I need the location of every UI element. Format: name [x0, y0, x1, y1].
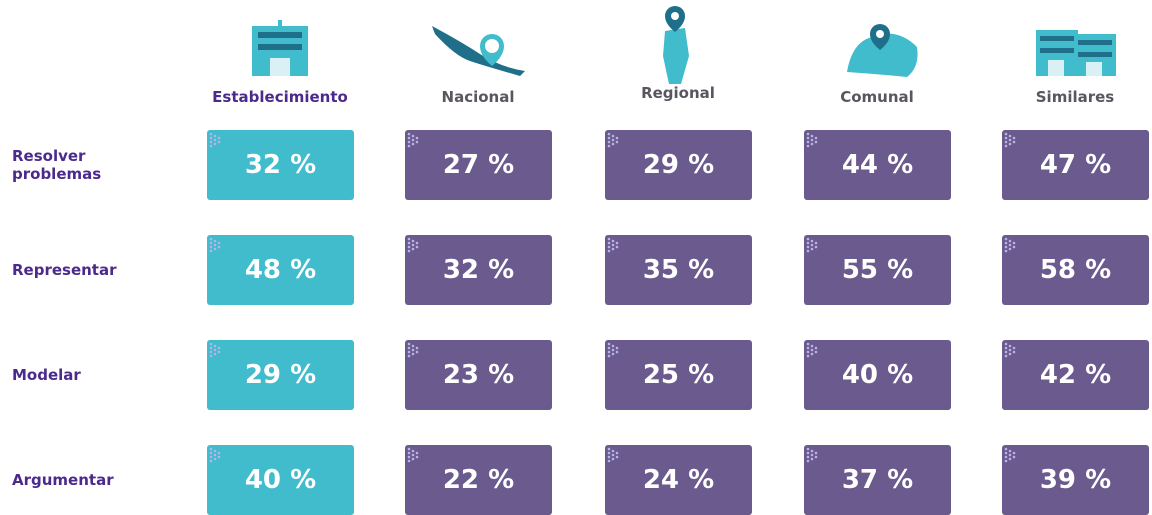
score-box: 48 % — [207, 235, 354, 305]
score-box: 40 % — [804, 340, 951, 410]
score-box: 29 % — [207, 340, 354, 410]
score-box: 27 % — [405, 130, 552, 200]
column-header: Similares — [1035, 88, 1115, 106]
arrow-dots — [1004, 447, 1016, 463]
arrow-dots — [1004, 132, 1016, 148]
score-box: 47 % — [1002, 130, 1149, 200]
arrow-dots — [806, 447, 818, 463]
row-label: Resolver problemas — [12, 147, 102, 183]
arrow-dots — [607, 132, 619, 148]
column-header: Regional — [641, 84, 715, 102]
score-box: 37 % — [804, 445, 951, 515]
score-value: 35 % — [642, 255, 715, 285]
score-box: 39 % — [1002, 445, 1149, 515]
arrow-dots — [209, 132, 221, 148]
score-value: 22 % — [442, 465, 515, 495]
score-value: 25 % — [642, 360, 715, 390]
score-value: 48 % — [244, 255, 317, 285]
score-box: 42 % — [1002, 340, 1149, 410]
score-box: 23 % — [405, 340, 552, 410]
arrow-dots — [806, 342, 818, 358]
score-value: 47 % — [1039, 150, 1112, 180]
similar-buildings-icon — [1036, 30, 1116, 76]
row-label: Representar — [12, 261, 117, 279]
column-header: Comunal — [840, 88, 914, 106]
arrow-dots — [209, 447, 221, 463]
building-icon — [252, 20, 308, 76]
arrow-dots — [407, 342, 419, 358]
arrow-dots — [806, 237, 818, 253]
arrow-dots — [806, 132, 818, 148]
column-header: Nacional — [441, 88, 515, 106]
score-value: 24 % — [642, 465, 715, 495]
score-value: 40 % — [244, 465, 317, 495]
score-box: 40 % — [207, 445, 354, 515]
score-box: 35 % — [605, 235, 752, 305]
score-value: 44 % — [841, 150, 914, 180]
score-box: 25 % — [605, 340, 752, 410]
arrow-dots — [1004, 237, 1016, 253]
arrow-dots — [607, 447, 619, 463]
country-icon — [432, 26, 525, 76]
score-box: 24 % — [605, 445, 752, 515]
column-header: Establecimiento — [212, 88, 348, 106]
score-box: 32 % — [405, 235, 552, 305]
arrow-dots — [407, 132, 419, 148]
score-box: 29 % — [605, 130, 752, 200]
score-box: 44 % — [804, 130, 951, 200]
score-value: 27 % — [442, 150, 515, 180]
score-value: 58 % — [1039, 255, 1112, 285]
score-value: 42 % — [1039, 360, 1112, 390]
row-label: Argumentar — [12, 471, 114, 489]
score-value: 29 % — [642, 150, 715, 180]
score-value: 55 % — [841, 255, 914, 285]
score-box: 58 % — [1002, 235, 1149, 305]
arrow-dots — [209, 237, 221, 253]
commune-icon — [847, 24, 918, 77]
row-label: Modelar — [12, 366, 81, 384]
score-value: 39 % — [1039, 465, 1112, 495]
score-value: 37 % — [841, 465, 914, 495]
arrow-dots — [407, 237, 419, 253]
score-value: 29 % — [244, 360, 317, 390]
score-box: 55 % — [804, 235, 951, 305]
region-icon — [663, 6, 689, 84]
arrow-dots — [407, 447, 419, 463]
score-value: 32 % — [442, 255, 515, 285]
arrow-dots — [607, 342, 619, 358]
arrow-dots — [607, 237, 619, 253]
score-box: 32 % — [207, 130, 354, 200]
score-value: 32 % — [244, 150, 317, 180]
arrow-dots — [209, 342, 221, 358]
score-box: 22 % — [405, 445, 552, 515]
arrow-dots — [1004, 342, 1016, 358]
score-value: 40 % — [841, 360, 914, 390]
score-value: 23 % — [442, 360, 515, 390]
